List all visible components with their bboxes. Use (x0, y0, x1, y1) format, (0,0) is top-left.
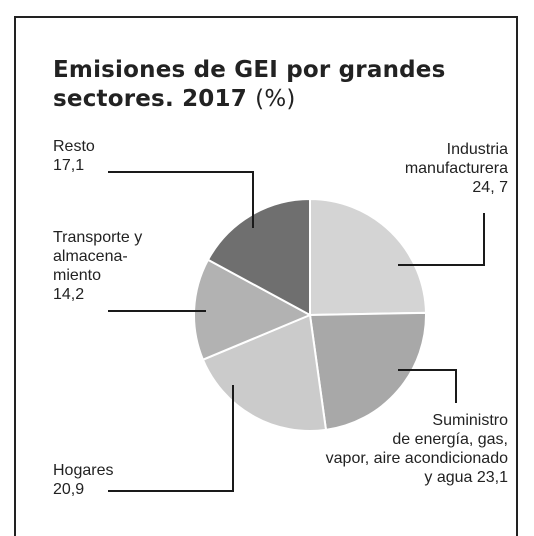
leader-line-suministro (398, 369, 457, 403)
label-transporte-line-2: almacena- (53, 248, 128, 265)
pie-slice-industria (309, 197, 427, 317)
label-hogares-line-2: 20,9 (53, 481, 85, 498)
label-suministro-line-3: vapor, aire acondicionado (325, 450, 508, 467)
label-transporte: Transporte y almacena- miento 14,2 (53, 228, 142, 304)
pie-slice-resto (206, 197, 311, 317)
pie-slice-suministro (308, 311, 427, 432)
label-industria: Industria manufacturera 24, 7 (330, 140, 508, 197)
label-industria-line-2: manufacturera (404, 160, 508, 177)
leader-line-industria (398, 213, 485, 266)
label-suministro-line-2: de energía, gas, (392, 431, 508, 448)
label-transporte-line-1: Transporte y (53, 229, 143, 246)
label-suministro-line-1: Suministro (432, 412, 508, 429)
leader-line-resto (108, 171, 254, 228)
chart-frame (14, 16, 518, 536)
label-transporte-line-4: 14,2 (53, 286, 85, 303)
label-suministro: Suministro de energía, gas, vapor, aire … (270, 411, 508, 487)
label-transporte-line-3: miento (53, 267, 102, 284)
label-suministro-line-4: y agua 23,1 (424, 469, 508, 486)
label-hogares-line-1: Hogares (53, 462, 114, 479)
leader-line-hogares (108, 385, 234, 492)
chart-title: Emisiones de GEI por grandes sectores. 2… (53, 56, 493, 114)
label-industria-line-1: Industria (446, 141, 508, 158)
chart-unit: (%) (255, 86, 296, 112)
label-resto: Resto 17,1 (53, 137, 95, 175)
chart-title-text: Emisiones de GEI por grandes sectores. 2… (53, 57, 446, 112)
label-industria-line-3: 24, 7 (472, 179, 508, 196)
pie-slice-transporte (193, 258, 313, 362)
label-hogares: Hogares 20,9 (53, 461, 113, 499)
label-resto-line-2: 17,1 (53, 157, 85, 174)
label-resto-line-1: Resto (53, 138, 95, 155)
